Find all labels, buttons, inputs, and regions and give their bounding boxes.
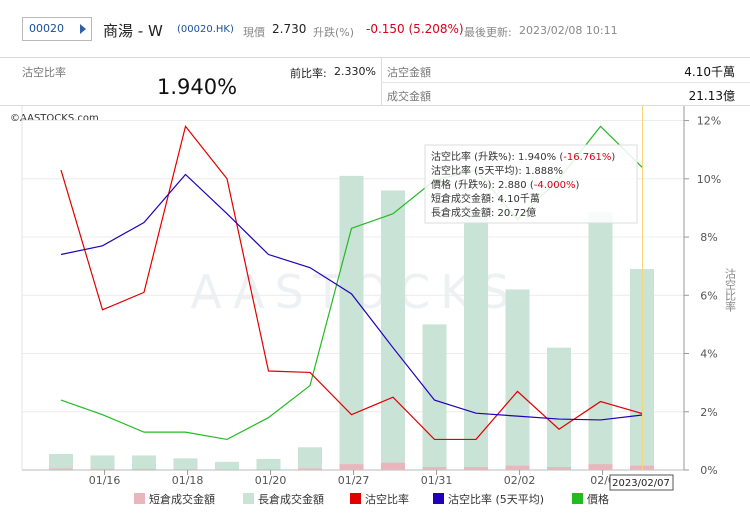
short-volume-bar xyxy=(173,469,198,470)
short-volume-bar xyxy=(132,468,156,470)
short-volume-bar xyxy=(464,467,488,470)
tooltip-line-avg: 沽空比率 (5天平均): 1.888% xyxy=(431,164,563,177)
ratio-value: 1.940% xyxy=(157,75,238,99)
legend-label: 長倉成交金額 xyxy=(258,492,324,506)
x-tick-label: 01/16 xyxy=(89,474,121,487)
header-divider xyxy=(0,57,750,58)
short-volume-bar xyxy=(547,467,571,470)
y-tick-label: 4% xyxy=(700,348,717,361)
legend-swatch xyxy=(134,493,145,504)
quote-header: 00020 商湯 - W (00020.HK) 現價 2.730 升跌(%) -… xyxy=(0,0,750,58)
short-volume-bar xyxy=(49,468,73,470)
x-tick-label: 01/18 xyxy=(172,474,204,487)
tooltip-line-price: 價格 (升跌%): 2.880 (-4.000%) xyxy=(431,178,580,191)
y-tick-label: 8% xyxy=(700,231,717,244)
long-volume-bars xyxy=(49,175,654,470)
legend-label: 價格 xyxy=(587,492,609,506)
short-volume-bar xyxy=(505,465,530,470)
update-time: 2023/02/08 10:11 xyxy=(519,24,618,37)
long-volume-bar xyxy=(464,210,488,470)
tooltip-line-long-amt: 長倉成交金額: 20.72億 xyxy=(431,206,536,219)
tooltip-line-short-amt: 短倉成交金額: 4.10千萬 xyxy=(431,192,540,205)
long-volume-bar xyxy=(90,455,115,470)
stock-code-value: 00020 xyxy=(29,22,64,35)
price-label: 現價 xyxy=(243,26,265,39)
date-highlight-box xyxy=(609,474,674,491)
change-value: -0.150 (5.208%) xyxy=(366,22,464,36)
y-tick-label: 12% xyxy=(697,115,721,128)
legend-swatch xyxy=(433,493,444,504)
y-tick-label: 0% xyxy=(700,464,717,477)
ratio-label: 沽空比率 xyxy=(22,66,66,79)
stock-symbol: (00020.HK) xyxy=(177,24,234,35)
short-volume-bar xyxy=(339,464,364,470)
prev-ratio-label: 前比率: xyxy=(290,67,327,80)
date-highlight-label: 2023/02/07 xyxy=(612,478,670,489)
prev-ratio-value: 2.330% xyxy=(334,65,376,78)
x-tick-label: 01/31 xyxy=(421,474,453,487)
turnover-value: 21.13億 xyxy=(688,89,735,103)
long-volume-bar xyxy=(547,347,571,470)
date-highlight: 2023/02/07 xyxy=(609,474,674,491)
long-volume-bar xyxy=(132,455,156,470)
stats-divider-horizontal xyxy=(381,82,750,83)
short-ratio-avg-line xyxy=(60,173,643,421)
long-volume-bar xyxy=(339,175,364,470)
turnover-label: 成交金額 xyxy=(387,90,431,103)
long-volume-bar xyxy=(381,190,405,470)
short-volume-bar xyxy=(215,469,239,470)
y-axis-title: 沽空比率 xyxy=(724,268,737,313)
legend-label: 沽空比率 xyxy=(365,492,409,506)
long-volume-bar xyxy=(298,447,322,470)
x-tick-label: 01/27 xyxy=(338,474,370,487)
legend-swatch xyxy=(572,493,583,504)
chart-credit: ©AASTOCKS.com xyxy=(10,113,99,124)
legend-label: 沽空比率 (5天平均) xyxy=(448,492,544,506)
y-tick-label: 2% xyxy=(700,406,717,419)
x-tick-label: 01/20 xyxy=(255,474,287,487)
stats-divider-bottom xyxy=(0,105,750,106)
y-axis-ticks: 0% 2% 4% 6% 8% 10% 12% xyxy=(683,106,721,477)
stock-code-input[interactable]: 00020 xyxy=(22,17,92,41)
stock-name: 商湯 - W xyxy=(103,22,163,40)
short-volume-bar xyxy=(256,469,281,470)
tooltip-box xyxy=(424,144,638,224)
x-tick-label: 02/02 xyxy=(504,474,536,487)
go-arrow-icon[interactable] xyxy=(80,24,86,34)
legend-swatch xyxy=(350,493,361,504)
tooltip-line-ratio: 沽空比率 (升跌%): 1.940% (-16.761%) xyxy=(431,150,615,163)
y-tick-label: 10% xyxy=(697,173,721,186)
short-volume-bar xyxy=(90,468,115,470)
change-label: 升跌(%) xyxy=(313,26,355,39)
short-selling-chart: ©AASTOCKS.com AASTOCKS 0%2%4%6%8%10%12% … xyxy=(10,106,737,506)
data-tooltip: 沽空比率 (升跌%): 1.940% (-16.761%) 沽空比率 (5天平均… xyxy=(424,144,638,224)
x-tick-label: 02/0 xyxy=(590,474,615,487)
y-tick-label: 6% xyxy=(700,289,717,302)
short-ratio-line xyxy=(60,125,643,441)
short-volume-bar xyxy=(588,464,613,470)
long-volume-bar xyxy=(588,212,613,470)
legend-swatch xyxy=(243,493,254,504)
update-label: 最後更新: xyxy=(464,26,512,39)
short-sell-stats: 沽空比率 1.940% 前比率: 2.330% 沽空金額 4.10千萬 成交金額… xyxy=(0,58,750,106)
short-volume-bar xyxy=(381,462,405,470)
short-volume-bar xyxy=(298,468,322,470)
long-volume-bar xyxy=(173,458,198,470)
short-amount-label: 沽空金額 xyxy=(387,66,431,79)
price-value: 2.730 xyxy=(272,22,307,36)
long-volume-bar xyxy=(505,289,530,470)
long-volume-bar xyxy=(422,324,447,470)
short-volume-bar xyxy=(422,467,447,470)
chart-legend: 短倉成交金額 長倉成交金額 沽空比率 沽空比率 (5天平均) 價格 xyxy=(134,492,609,506)
long-volume-bar xyxy=(49,453,73,470)
legend-label: 短倉成交金額 xyxy=(149,492,215,506)
x-axis-ticks: 01/16 01/18 01/20 01/27 01/31 02/02 02/0 xyxy=(89,470,615,487)
long-volume-bar xyxy=(215,461,239,470)
short-amount-value: 4.10千萬 xyxy=(684,65,735,79)
long-volume-bar xyxy=(256,458,281,470)
